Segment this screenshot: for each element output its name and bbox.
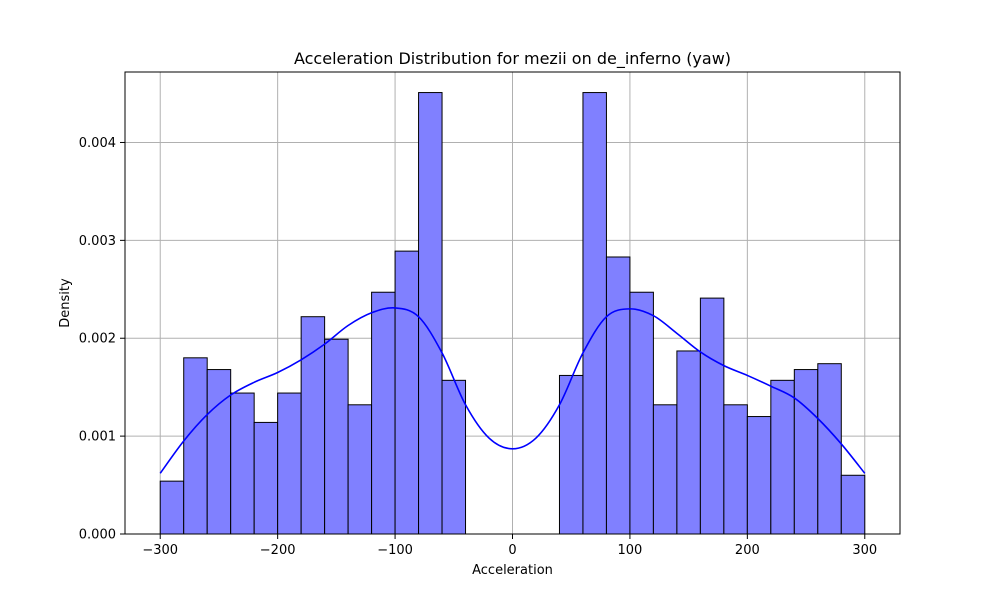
histogram-bar bbox=[253, 421, 279, 535]
histogram-bar bbox=[371, 291, 396, 535]
histogram-bar bbox=[840, 474, 866, 535]
histogram-bar bbox=[605, 256, 631, 535]
histogram-bar bbox=[159, 480, 185, 535]
histogram-bar bbox=[699, 297, 725, 535]
x-axis-ticks: −300 −200 −100 0 100 200 300 bbox=[142, 534, 877, 558]
y-tick-label: 0.002 bbox=[79, 332, 116, 347]
x-axis-label: Acceleration bbox=[472, 563, 553, 578]
y-axis-ticks: 0.000 0.001 0.002 0.003 0.004 bbox=[79, 136, 125, 543]
histogram-bar bbox=[230, 392, 255, 535]
histogram-bar bbox=[723, 404, 748, 535]
histogram-bar bbox=[441, 379, 467, 535]
histogram-bar bbox=[347, 404, 373, 535]
histogram-bar bbox=[183, 357, 208, 535]
histogram-bar bbox=[652, 404, 678, 535]
histogram-bar bbox=[817, 363, 842, 535]
chart-title: Acceleration Distribution for mezii on d… bbox=[294, 49, 731, 69]
histogram-bar bbox=[277, 392, 302, 535]
kde-curve bbox=[159, 306, 866, 474]
x-tick-label: 200 bbox=[735, 543, 760, 558]
histogram-bar bbox=[394, 250, 420, 535]
x-tick-label: −300 bbox=[142, 543, 178, 558]
histogram-bar bbox=[300, 316, 326, 535]
histogram-bar bbox=[418, 92, 443, 535]
x-tick-label: 100 bbox=[618, 543, 643, 558]
histogram-bar bbox=[206, 369, 232, 535]
histogram-bar bbox=[793, 369, 819, 535]
y-tick-label: 0.001 bbox=[79, 430, 116, 445]
histogram-bar bbox=[629, 291, 654, 535]
histogram-bar bbox=[770, 379, 795, 535]
x-tick-label: −200 bbox=[260, 543, 296, 558]
x-tick-label: 0 bbox=[508, 543, 516, 558]
x-tick-label: −100 bbox=[377, 543, 413, 558]
histogram-bars bbox=[159, 92, 866, 535]
histogram-bar bbox=[324, 338, 349, 535]
y-tick-label: 0.000 bbox=[79, 528, 116, 543]
y-tick-label: 0.004 bbox=[79, 136, 116, 151]
histogram-bar bbox=[746, 416, 772, 535]
y-tick-label: 0.003 bbox=[79, 234, 116, 249]
x-tick-label: 300 bbox=[852, 543, 877, 558]
histogram-bar bbox=[582, 92, 607, 535]
histogram-bar bbox=[676, 350, 701, 535]
y-axis-label: Density bbox=[58, 278, 73, 328]
